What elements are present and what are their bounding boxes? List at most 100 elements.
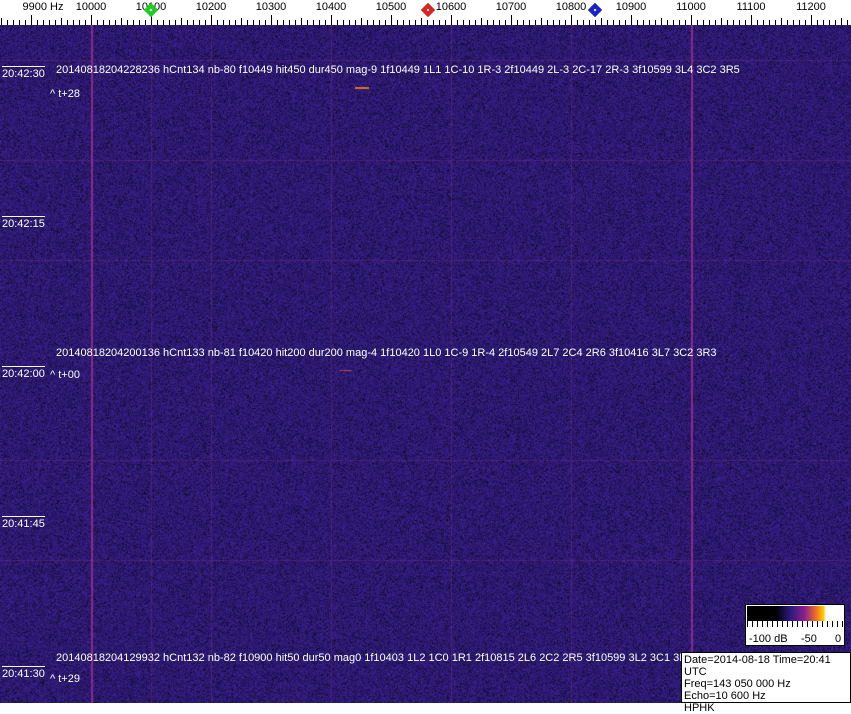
axis-tick bbox=[361, 18, 362, 25]
frequency-axis: 9900 Hz100001010010200103001040010500106… bbox=[0, 0, 851, 25]
axis-tick bbox=[787, 20, 788, 25]
axis-tick bbox=[19, 20, 20, 25]
axis-tick bbox=[271, 15, 272, 25]
axis-tick bbox=[553, 20, 554, 25]
blue-marker[interactable] bbox=[587, 2, 603, 18]
axis-tick bbox=[85, 20, 86, 25]
axis-tick bbox=[91, 15, 92, 25]
station-name: HPHK bbox=[684, 702, 715, 714]
axis-tick bbox=[145, 20, 146, 25]
axis-tick bbox=[289, 20, 290, 25]
axis-tick bbox=[481, 18, 482, 25]
axis-tick bbox=[841, 18, 842, 25]
echo-frequency: Echo=10 600 Hz bbox=[684, 690, 766, 702]
axis-tick bbox=[343, 20, 344, 25]
axis-tick bbox=[409, 20, 410, 25]
axis-tick bbox=[463, 20, 464, 25]
axis-tick-label: 10800 bbox=[555, 1, 587, 13]
axis-tick bbox=[613, 20, 614, 25]
axis-tick bbox=[175, 20, 176, 25]
axis-tick bbox=[823, 20, 824, 25]
axis-tick bbox=[805, 20, 806, 25]
axis-tick bbox=[709, 20, 710, 25]
axis-tick-label: 11200 bbox=[796, 1, 826, 13]
axis-tick bbox=[607, 20, 608, 25]
axis-tick bbox=[181, 18, 182, 25]
time-label: 20:42:30 bbox=[2, 66, 45, 80]
time-label: 20:41:30 bbox=[2, 666, 45, 680]
axis-tick bbox=[661, 18, 662, 25]
axis-tick bbox=[325, 20, 326, 25]
axis-tick bbox=[751, 15, 752, 25]
axis-tick bbox=[157, 20, 158, 25]
axis-tick bbox=[211, 15, 212, 25]
axis-tick bbox=[517, 20, 518, 25]
axis-tick bbox=[37, 20, 38, 25]
axis-tick bbox=[781, 18, 782, 25]
info-box: Date=2014-08-18 Time=20:41 UTC Freq=143 … bbox=[681, 652, 851, 714]
axis-tick bbox=[601, 18, 602, 25]
axis-tick bbox=[505, 20, 506, 25]
axis-tick bbox=[43, 20, 44, 25]
axis-tick bbox=[97, 20, 98, 25]
axis-tick bbox=[643, 20, 644, 25]
axis-tick bbox=[13, 20, 14, 25]
axis-tick bbox=[535, 20, 536, 25]
axis-tick bbox=[835, 20, 836, 25]
axis-tick bbox=[769, 20, 770, 25]
color-gradient bbox=[747, 606, 843, 621]
axis-tick bbox=[829, 20, 830, 25]
axis-tick bbox=[655, 20, 656, 25]
time-label: 20:41:45 bbox=[2, 516, 45, 530]
axis-tick bbox=[115, 20, 116, 25]
frequency: Freq=143 050 000 Hz bbox=[684, 678, 791, 690]
axis-tick bbox=[121, 18, 122, 25]
axis-tick bbox=[169, 20, 170, 25]
axis-tick bbox=[337, 20, 338, 25]
axis-tick bbox=[403, 20, 404, 25]
axis-tick bbox=[799, 20, 800, 25]
axis-tick-label: 11000 bbox=[676, 1, 706, 13]
axis-tick bbox=[811, 15, 812, 25]
axis-tick bbox=[649, 20, 650, 25]
axis-tick bbox=[631, 15, 632, 25]
axis-tick bbox=[673, 20, 674, 25]
waterfall-spectrogram bbox=[0, 25, 851, 703]
axis-tick bbox=[595, 20, 596, 25]
axis-tick bbox=[493, 20, 494, 25]
axis-tick bbox=[265, 20, 266, 25]
axis-tick bbox=[67, 20, 68, 25]
axis-tick bbox=[529, 20, 530, 25]
axis-tick bbox=[691, 15, 692, 25]
axis-tick bbox=[217, 20, 218, 25]
axis-tick bbox=[469, 20, 470, 25]
time-label: 20:42:15 bbox=[2, 216, 45, 230]
axis-tick bbox=[205, 20, 206, 25]
axis-tick bbox=[283, 20, 284, 25]
axis-tick bbox=[187, 20, 188, 25]
axis-tick bbox=[385, 20, 386, 25]
red-marker[interactable] bbox=[421, 2, 436, 18]
axis-tick bbox=[109, 20, 110, 25]
axis-tick bbox=[577, 20, 578, 25]
axis-tick bbox=[349, 20, 350, 25]
axis-tick bbox=[415, 20, 416, 25]
axis-tick bbox=[589, 20, 590, 25]
axis-tick bbox=[793, 20, 794, 25]
axis-tick-label: 10600 bbox=[435, 1, 467, 13]
axis-tick bbox=[397, 20, 398, 25]
axis-tick bbox=[571, 15, 572, 25]
axis-tick bbox=[457, 20, 458, 25]
axis-tick bbox=[733, 20, 734, 25]
axis-tick bbox=[163, 20, 164, 25]
axis-tick bbox=[745, 20, 746, 25]
axis-tick bbox=[355, 20, 356, 25]
axis-tick bbox=[313, 20, 314, 25]
axis-tick-label: 10500 bbox=[375, 1, 407, 13]
axis-tick bbox=[763, 20, 764, 25]
axis-tick bbox=[331, 15, 332, 25]
date-time: Date=2014-08-18 Time=20:41 UTC bbox=[684, 654, 831, 678]
axis-tick bbox=[391, 15, 392, 25]
axis-tick-label: 11100 bbox=[736, 1, 766, 13]
axis-tick bbox=[523, 20, 524, 25]
